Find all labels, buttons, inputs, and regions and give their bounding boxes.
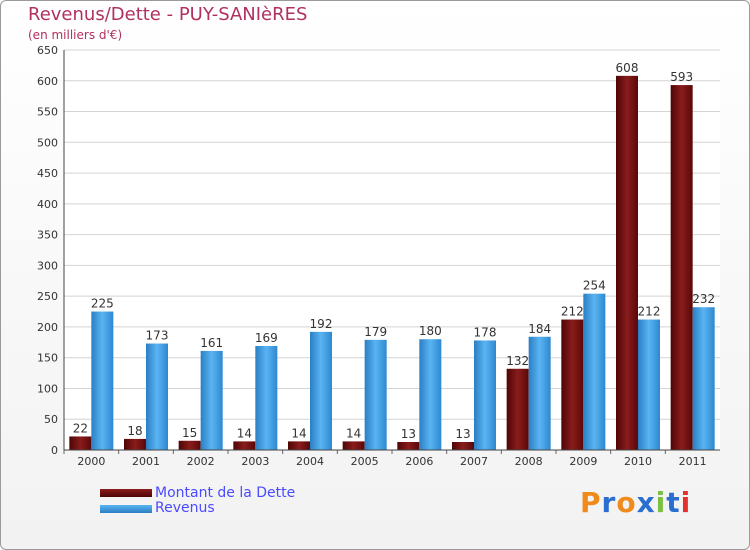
y-tick-label: 400 [37, 198, 58, 211]
y-tick-label: 50 [44, 413, 58, 426]
y-tick-label: 300 [37, 259, 58, 272]
data-label-revenus: 184 [528, 322, 551, 336]
x-tick-label: 2005 [351, 455, 379, 468]
bar-dette [124, 438, 146, 450]
logo-letter: P [580, 486, 602, 519]
legend-swatch-dette [100, 489, 152, 497]
x-tick-label: 2009 [569, 455, 597, 468]
x-tick-label: 2004 [296, 455, 324, 468]
bar-dette [397, 442, 420, 450]
data-label-dette: 593 [670, 70, 693, 84]
y-tick-label: 600 [37, 75, 58, 88]
bar-revenus [200, 350, 223, 450]
bar-revenus [474, 340, 496, 450]
logo-letter: t [666, 486, 681, 519]
bar-dette [616, 75, 638, 450]
bar-revenus [419, 339, 442, 450]
data-label-revenus: 161 [200, 336, 223, 350]
data-label-dette: 13 [455, 427, 470, 441]
data-label-dette: 14 [237, 426, 252, 440]
data-label-revenus: 192 [310, 317, 333, 331]
y-tick-label: 250 [37, 290, 58, 303]
x-tick-label: 2010 [624, 455, 652, 468]
chart-title: Revenus/Dette - PUY-SANIèRES [28, 4, 308, 25]
bar-revenus [255, 346, 278, 450]
bar-revenus [364, 339, 387, 450]
data-label-revenus: 173 [146, 329, 169, 343]
bar-dette [561, 319, 584, 450]
bar-dette [69, 436, 92, 450]
data-label-dette: 14 [346, 426, 361, 440]
y-tick-label: 500 [37, 136, 58, 149]
x-tick-label: 2000 [77, 455, 105, 468]
y-tick-label: 350 [37, 229, 58, 242]
data-label-dette: 22 [73, 421, 88, 435]
data-label-dette: 132 [506, 354, 529, 368]
bar-dette [342, 441, 365, 450]
data-label-revenus: 169 [255, 331, 278, 345]
data-label-dette: 15 [182, 426, 197, 440]
bar-dette [506, 368, 529, 450]
bar-revenus [638, 319, 660, 450]
data-label-dette: 212 [561, 305, 584, 319]
legend-swatch-revenus [100, 505, 152, 513]
x-tick-label: 2003 [241, 455, 269, 468]
bar-dette [452, 442, 474, 450]
y-tick-label: 150 [37, 352, 58, 365]
y-tick-label: 100 [37, 382, 58, 395]
x-tick-label: 2008 [515, 455, 543, 468]
y-tick-label: 0 [51, 444, 58, 457]
data-label-revenus: 178 [474, 325, 497, 339]
bar-dette [178, 440, 201, 450]
data-label-dette: 608 [616, 61, 639, 75]
data-label-revenus: 180 [419, 324, 442, 338]
logo-letter: o [616, 486, 637, 519]
proxiti-logo: Proxiti [580, 486, 691, 519]
data-label-revenus: 212 [638, 305, 661, 319]
data-label-revenus: 179 [364, 325, 387, 339]
bar-dette [670, 85, 693, 451]
y-tick-label: 450 [37, 167, 58, 180]
data-label-dette: 14 [291, 426, 306, 440]
data-label-revenus: 232 [692, 292, 715, 306]
logo-letter: r [601, 486, 617, 519]
y-tick-label: 650 [37, 44, 58, 57]
logo-letter: i [680, 486, 692, 519]
x-tick-label: 2001 [132, 455, 160, 468]
data-label-revenus: 225 [91, 297, 114, 311]
plot-area [64, 50, 720, 450]
chart-subtitle: (en milliers d'€) [28, 28, 123, 42]
logo-letter: x [636, 486, 656, 519]
x-tick-label: 2006 [405, 455, 433, 468]
x-tick-label: 2002 [187, 455, 215, 468]
legend-label-revenus: Revenus [155, 500, 215, 516]
legend-label-dette: Montant de la Dette [155, 485, 296, 501]
bar-dette [288, 441, 310, 450]
bar-revenus [692, 307, 715, 450]
bar-revenus [528, 336, 551, 450]
bar-revenus [146, 343, 168, 450]
y-tick-label: 550 [37, 106, 58, 119]
y-tick-label: 200 [37, 321, 58, 334]
data-label-dette: 18 [127, 424, 142, 438]
x-tick-label: 2011 [679, 455, 707, 468]
x-tick-label: 2007 [460, 455, 488, 468]
bar-revenus [583, 293, 606, 450]
data-label-dette: 13 [401, 427, 416, 441]
bar-revenus [310, 331, 332, 450]
logo-letter: i [655, 486, 667, 519]
data-label-revenus: 254 [583, 279, 606, 293]
bar-dette [233, 441, 256, 450]
bar-revenus [91, 311, 114, 450]
